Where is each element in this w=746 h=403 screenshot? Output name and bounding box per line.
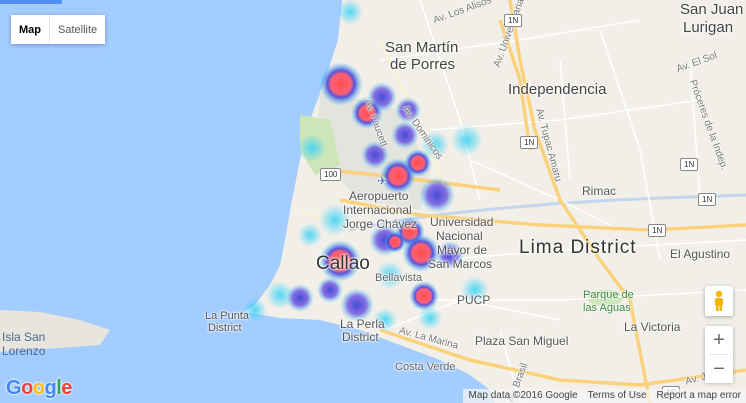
map-type-satellite-button[interactable]: Satellite bbox=[50, 15, 106, 44]
loading-bar bbox=[0, 0, 62, 4]
heat-spot bbox=[409, 281, 439, 311]
place-label-parque: Parque de bbox=[583, 289, 634, 301]
place-label-universidad: Nacional bbox=[436, 229, 483, 243]
heat-spot bbox=[395, 97, 421, 123]
zoom-in-button[interactable]: + bbox=[705, 326, 733, 354]
place-label-plaza-san-miguel: Plaza San Miguel bbox=[475, 334, 569, 348]
place-label-rimac: Rimac bbox=[582, 184, 617, 198]
road-shield: 100 bbox=[320, 168, 342, 181]
place-label-de-porres: de Porres bbox=[390, 56, 456, 73]
attribution-bar: Map data ©2016 Google Terms of Use Repor… bbox=[463, 389, 746, 403]
place-label-aeropuerto: Aeropuerto bbox=[349, 189, 409, 203]
street-view-button[interactable] bbox=[705, 286, 733, 316]
map-type-control: Map Satellite bbox=[11, 15, 106, 44]
place-label-la-punta: District bbox=[208, 322, 242, 334]
heat-spot bbox=[391, 121, 419, 149]
place-label-isla-san-lorenzo: Lorenzo bbox=[2, 344, 46, 358]
heat-spot bbox=[436, 241, 464, 269]
road-shield: 1N bbox=[504, 14, 523, 27]
heat-spot bbox=[421, 131, 449, 159]
heat-spot bbox=[340, 288, 374, 322]
place-label-parque: las Aguas bbox=[583, 302, 631, 314]
zoom-control: + − bbox=[705, 326, 733, 383]
report-error-link[interactable]: Report a map error bbox=[656, 390, 741, 401]
road-shield: 1N bbox=[680, 158, 699, 171]
place-label-isla-san-lorenzo: Isla San bbox=[2, 330, 46, 344]
place-label-san-juan: San Juan bbox=[680, 1, 744, 18]
road-shield: 1N bbox=[698, 193, 717, 206]
heat-spot bbox=[376, 261, 404, 289]
zoom-out-button[interactable]: − bbox=[705, 355, 733, 383]
place-label-la-punta: La Punta bbox=[205, 310, 250, 322]
heat-spot bbox=[361, 141, 389, 169]
heat-spot bbox=[419, 177, 455, 213]
island-san-lorenzo bbox=[0, 310, 110, 352]
heat-spot bbox=[384, 231, 406, 253]
place-label-la-victoria: La Victoria bbox=[624, 320, 681, 334]
road-shield: 1N bbox=[648, 224, 667, 237]
map-type-map-button[interactable]: Map bbox=[11, 15, 50, 44]
terms-link[interactable]: Terms of Use bbox=[587, 390, 647, 401]
heat-spot bbox=[317, 277, 343, 303]
map-data-text: Map data ©2016 Google bbox=[468, 390, 578, 401]
road-shield: 1N bbox=[520, 136, 539, 149]
heat-spot bbox=[319, 62, 363, 106]
place-label-universidad: Universidad bbox=[430, 215, 494, 229]
place-label-pucp: PUCP bbox=[457, 293, 491, 307]
place-label-costa-verde: Costa Verde bbox=[395, 361, 456, 373]
heat-spot bbox=[351, 97, 383, 129]
place-label-lurigancho: Lurigan bbox=[683, 19, 734, 36]
place-label-aeropuerto: Jorge Chávez bbox=[343, 217, 418, 231]
place-label-el-agustino: El Agustino bbox=[670, 247, 731, 261]
heat-spot bbox=[243, 298, 267, 322]
place-label-la-perla: District bbox=[342, 330, 379, 344]
heat-spot bbox=[418, 306, 442, 330]
heat-spot bbox=[404, 149, 432, 177]
place-label-san-martin: San Martín bbox=[385, 39, 459, 56]
place-label-universidad: Mayor de bbox=[437, 243, 488, 257]
airport-icon: ✈ bbox=[377, 174, 388, 188]
place-label-lima-district: Lima District bbox=[519, 237, 637, 258]
place-label-aeropuerto: Internacional bbox=[343, 203, 412, 217]
place-label-bellavista: Bellavista bbox=[375, 272, 423, 284]
heat-spot bbox=[461, 276, 489, 304]
place-label-callao: Callao bbox=[316, 253, 370, 274]
google-logo: Google bbox=[6, 377, 72, 399]
heat-spot bbox=[319, 204, 351, 236]
heat-spot bbox=[451, 124, 483, 156]
heat-spot bbox=[298, 223, 322, 247]
heat-spot bbox=[298, 134, 326, 162]
place-label-la-perla: La Perla bbox=[340, 317, 385, 331]
pegman-icon bbox=[715, 290, 723, 311]
heat-spot bbox=[373, 308, 397, 332]
place-label-universidad: San Marcos bbox=[428, 257, 493, 271]
heat-spot bbox=[337, 0, 363, 25]
heat-spot bbox=[319, 240, 361, 282]
place-label-independencia: Independencia bbox=[508, 81, 607, 98]
sea-area bbox=[0, 0, 495, 403]
heat-spot bbox=[402, 234, 440, 272]
heat-spot bbox=[286, 284, 314, 312]
